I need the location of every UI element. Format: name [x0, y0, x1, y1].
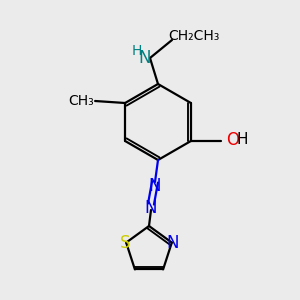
Text: H: H — [237, 133, 248, 148]
Text: O: O — [226, 131, 239, 149]
Text: CH₃: CH₃ — [68, 94, 94, 108]
Text: N: N — [139, 49, 151, 67]
Text: CH₂CH₃: CH₂CH₃ — [168, 29, 220, 43]
Text: N: N — [167, 234, 179, 252]
Text: N: N — [149, 177, 161, 195]
Text: N: N — [145, 199, 157, 217]
Text: H: H — [132, 44, 142, 58]
Text: S: S — [120, 234, 130, 252]
